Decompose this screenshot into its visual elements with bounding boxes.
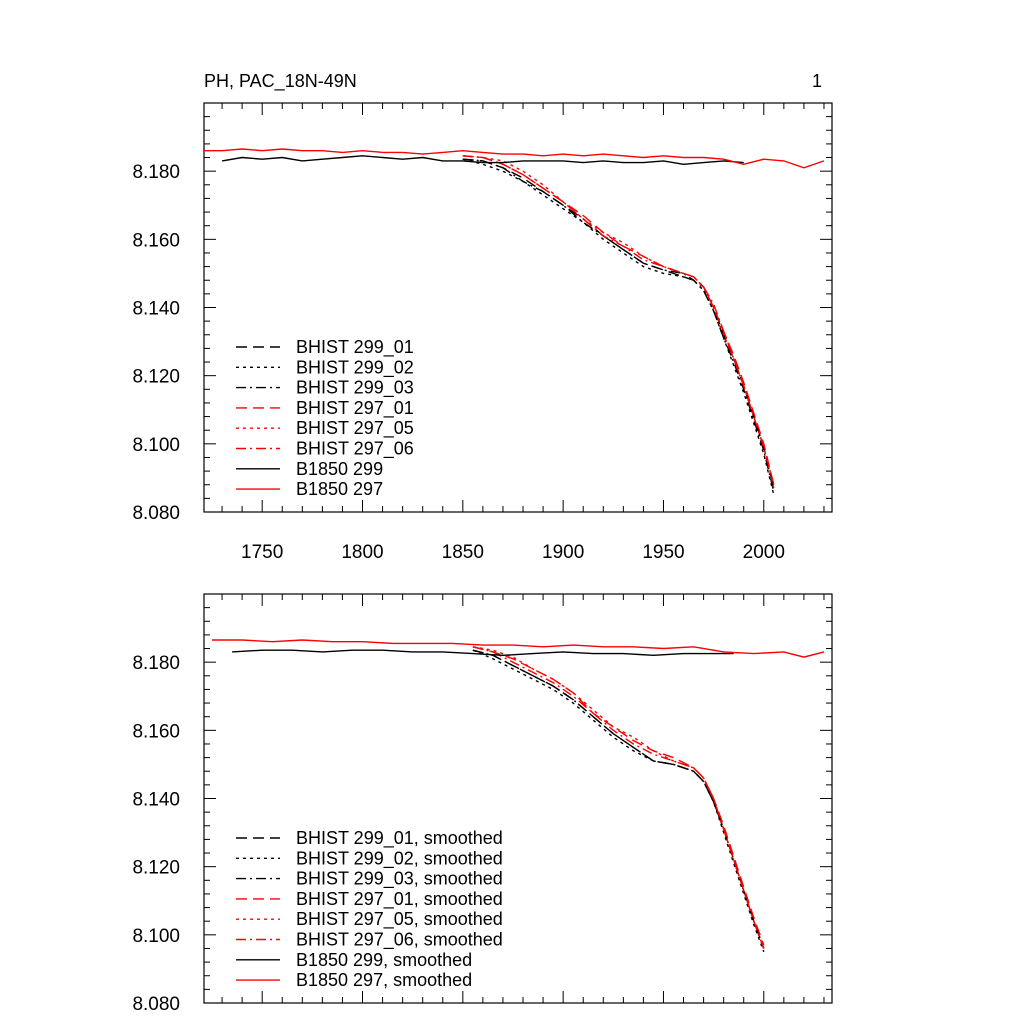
figure-title: PH, PAC_18N-49N xyxy=(204,71,357,92)
x-tick-label: 1800 xyxy=(341,542,383,563)
legend-label: BHIST 297_05 xyxy=(296,418,414,439)
bottom-panel: 8.080 8.100 8.120 8.140 8.160 8.180 BHIST 299_… xyxy=(132,593,833,1015)
legend-label: BHIST 297_06, smoothed xyxy=(296,930,503,951)
y-tick-label: 8.120 xyxy=(132,367,180,388)
series-line-4 xyxy=(462,155,775,485)
legend-label: BHIST 299_02, smoothed xyxy=(296,848,503,869)
y-tick-label: 8.080 xyxy=(132,994,180,1015)
series-line-6 xyxy=(472,646,765,949)
series-line-1 xyxy=(462,158,775,489)
y-tick-label: 8.120 xyxy=(132,858,180,879)
legend-label: B1850 299 xyxy=(296,459,383,479)
page-number: 1 xyxy=(812,71,822,91)
y-tick-label: 8.160 xyxy=(132,721,180,742)
legend-label: BHIST 299_03, smoothed xyxy=(296,869,503,890)
legend-label: BHIST 299_02 xyxy=(296,357,414,378)
series-line-5 xyxy=(472,646,765,949)
legend-label: BHIST 297_05, smoothed xyxy=(296,909,503,930)
legend-label: BHIST 297_01, smoothed xyxy=(296,889,503,910)
legend-label: BHIST 299_03 xyxy=(296,378,414,399)
y-tick-label: 8.080 xyxy=(132,503,180,524)
y-tick-label: 8.100 xyxy=(132,435,180,456)
series-line-8 xyxy=(204,148,825,169)
y-tick-label: 8.160 xyxy=(132,230,180,251)
series-line-2 xyxy=(462,158,775,496)
legend-label: BHIST 299_01, smoothed xyxy=(296,828,503,849)
x-tick-label: 1850 xyxy=(442,542,484,563)
y-tick-label: 8.180 xyxy=(132,653,180,674)
y-tick-label: 8.180 xyxy=(132,162,180,183)
x-tick-label: 2000 xyxy=(743,542,785,563)
legend-label: BHIST 297_01 xyxy=(296,398,414,419)
x-tick-label: 1900 xyxy=(542,542,584,563)
y-tick-label: 8.100 xyxy=(132,926,180,947)
series-line-3 xyxy=(472,649,765,949)
legend-label: B1850 297, smoothed xyxy=(296,970,472,990)
series-line-2 xyxy=(472,649,765,953)
y-tick-label: 8.140 xyxy=(132,299,180,320)
series-line-1 xyxy=(472,649,765,949)
series-line-8 xyxy=(212,639,825,658)
legend-label: B1850 297 xyxy=(296,479,383,499)
legend-label: B1850 299, smoothed xyxy=(296,950,472,970)
series-line-7 xyxy=(232,649,734,657)
y-tick-label: 8.140 xyxy=(132,790,180,811)
top-panel: 8.080 8.100 8.120 8.140 8.160 8.180 1750 1800 18… xyxy=(132,102,833,563)
series-line-5 xyxy=(462,155,775,489)
series-line-3 xyxy=(462,158,775,492)
series-line-4 xyxy=(472,646,765,946)
x-tick-label: 1750 xyxy=(241,542,283,563)
legend-label: BHIST 299_01 xyxy=(296,337,414,358)
series-line-6 xyxy=(462,155,775,485)
x-tick-label: 1950 xyxy=(642,542,684,563)
series-line-7 xyxy=(221,155,744,166)
legend-label: BHIST 297_06 xyxy=(296,439,414,460)
